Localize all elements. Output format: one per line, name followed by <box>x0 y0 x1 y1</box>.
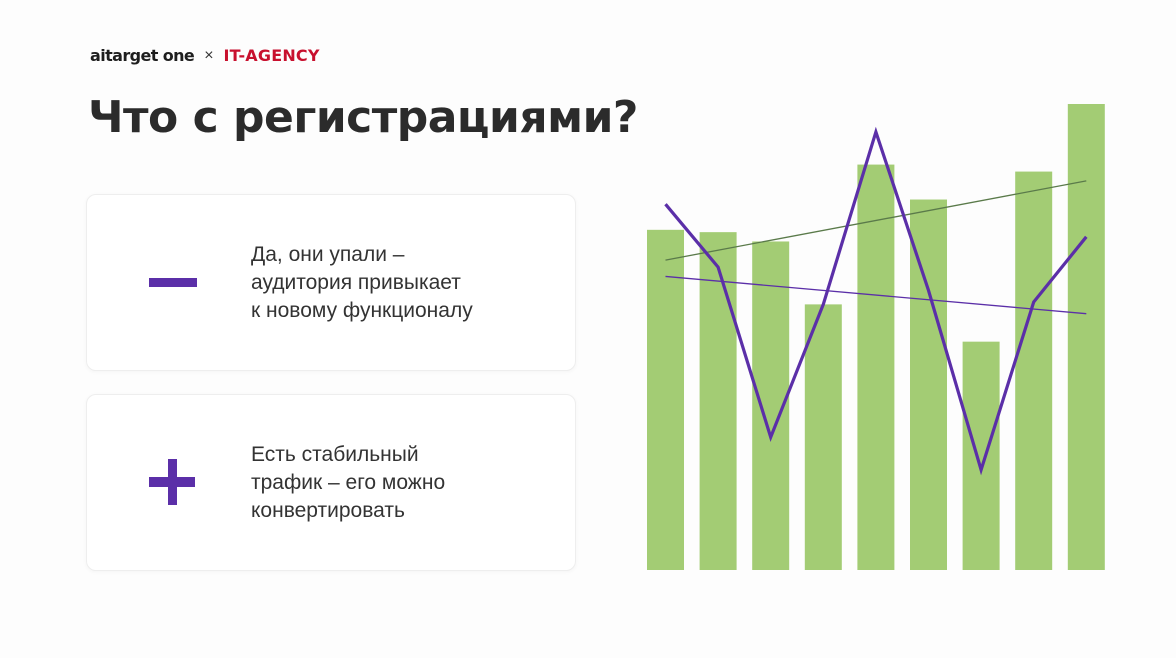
chart-bar <box>1067 104 1105 570</box>
card-decline: Да, они упали – аудитория привыкает к но… <box>86 194 576 371</box>
chart-bar <box>962 341 1000 570</box>
chart-bar <box>857 164 895 570</box>
brand-separator: × <box>204 46 214 64</box>
chart-bar <box>647 229 684 570</box>
line-trendline <box>665 275 1087 315</box>
card-traffic-line-3: конвертировать <box>251 499 405 522</box>
bar-trendline <box>665 180 1087 261</box>
chart-bar <box>1015 171 1053 570</box>
registrations-chart <box>647 104 1105 570</box>
card-decline-line-2: аудитория привыкает <box>251 271 461 294</box>
card-traffic-text: Есть стабильный трафик – его можно конве… <box>251 441 551 525</box>
card-decline-line-1: Да, они упали – <box>251 243 405 266</box>
plus-icon <box>149 459 197 507</box>
page-title: Что с регистрациями? <box>88 92 638 143</box>
card-traffic-line-1: Есть стабильный <box>251 443 419 466</box>
it-agency-logo: IT-AGENCY <box>223 46 320 65</box>
card-traffic: Есть стабильный трафик – его можно конве… <box>86 394 576 571</box>
minus-icon <box>149 259 197 307</box>
chart-bar <box>910 199 947 570</box>
chart-bar <box>699 232 737 570</box>
aitarget-logo: aitarget one <box>90 46 195 65</box>
card-decline-line-3: к новому функционалу <box>251 299 473 322</box>
card-traffic-line-2: трафик – его можно <box>251 471 446 494</box>
card-decline-text: Да, они упали – аудитория привыкает к но… <box>251 241 551 325</box>
chart-bar <box>804 304 842 570</box>
brand-header: aitarget one × IT-AGENCY <box>90 46 320 65</box>
